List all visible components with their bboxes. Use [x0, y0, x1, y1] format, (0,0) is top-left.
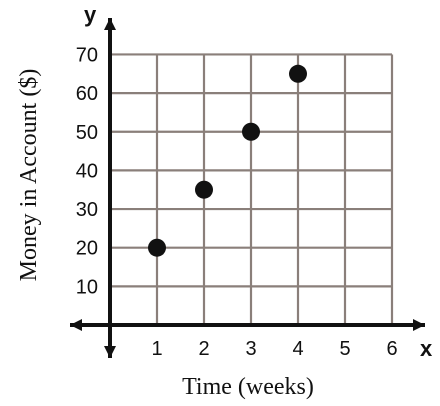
grid	[110, 53, 394, 325]
data-point	[148, 238, 166, 257]
y-tick-label: 10	[76, 276, 98, 298]
y-tick-label: 30	[76, 199, 98, 221]
x-axis-letter: x	[420, 336, 433, 361]
x-axis-left-arrow	[70, 319, 82, 331]
data-point	[195, 180, 213, 199]
x-tick-label: 6	[386, 338, 397, 360]
data-point	[289, 64, 307, 83]
x-tick-labels: 1 2 3 4 5 6	[151, 338, 397, 360]
y-tick-label: 70	[76, 44, 98, 66]
y-axis-up-arrow	[104, 18, 116, 30]
x-tick-label: 1	[151, 338, 162, 360]
y-tick-label: 60	[76, 83, 98, 105]
y-axis-letter: y	[84, 2, 97, 27]
x-tick-label: 2	[198, 338, 209, 360]
y-tick-label: 40	[76, 160, 98, 182]
x-tick-label: 3	[245, 338, 256, 360]
data-points	[148, 64, 307, 257]
y-tick-labels: 10 20 30 40 50 60 70	[76, 44, 98, 298]
y-tick-label: 50	[76, 122, 98, 144]
y-tick-label: 20	[76, 238, 98, 260]
y-axis-title: Money in Account ($)	[16, 69, 42, 282]
y-axis-down-arrow	[104, 346, 116, 358]
axes	[70, 18, 425, 358]
data-point	[242, 122, 260, 141]
x-axis-right-arrow	[413, 319, 425, 331]
x-tick-label: 5	[339, 338, 350, 360]
x-axis-title: Time (weeks)	[182, 374, 314, 400]
x-tick-label: 4	[292, 338, 303, 360]
